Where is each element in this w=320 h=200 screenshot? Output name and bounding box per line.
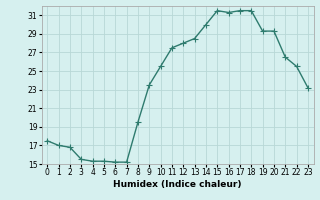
X-axis label: Humidex (Indice chaleur): Humidex (Indice chaleur) <box>113 180 242 189</box>
